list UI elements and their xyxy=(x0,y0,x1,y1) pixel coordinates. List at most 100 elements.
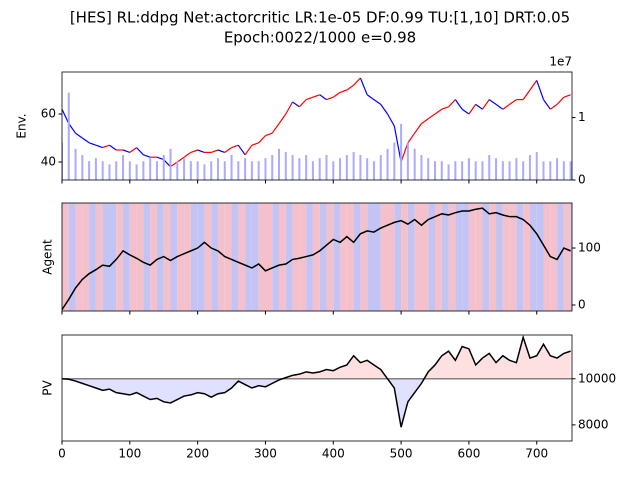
action-band xyxy=(387,203,395,311)
action-band xyxy=(468,203,476,311)
action-band xyxy=(231,203,239,311)
action-band xyxy=(258,203,266,311)
action-band xyxy=(190,203,198,311)
price-segment xyxy=(102,144,110,149)
fill-above xyxy=(282,337,571,379)
fill-below xyxy=(62,378,571,428)
volume-bar xyxy=(569,161,572,180)
x-tick-label: 400 xyxy=(322,447,345,461)
action-band xyxy=(401,203,408,311)
price-segment xyxy=(183,151,192,158)
action-band xyxy=(333,203,341,311)
x-tick-label: 0 xyxy=(58,447,66,461)
price-segment xyxy=(461,108,470,115)
price-segment xyxy=(448,99,456,108)
price-segment xyxy=(326,96,334,101)
action-band xyxy=(502,203,510,311)
price-segment xyxy=(549,103,558,110)
action-band xyxy=(150,203,157,311)
volume-bar xyxy=(101,161,104,180)
price-segment xyxy=(400,142,409,163)
volume-bar xyxy=(122,155,125,180)
volume-bar xyxy=(67,92,70,180)
price-segment xyxy=(81,137,90,144)
volume-bar xyxy=(454,161,457,180)
price-segment xyxy=(298,99,307,108)
action-band xyxy=(448,203,456,311)
volume-bar xyxy=(155,161,158,180)
y-tick-label: 10000 xyxy=(578,371,616,385)
volume-bar xyxy=(108,164,111,180)
y2-offset-label: 1e7 xyxy=(549,55,572,69)
action-band xyxy=(116,203,124,311)
volume-bar xyxy=(345,155,348,180)
price-segment xyxy=(495,103,504,110)
action-band xyxy=(217,203,225,311)
action-band xyxy=(414,203,422,311)
price-segment xyxy=(346,84,354,91)
volume-bar xyxy=(393,142,396,180)
price-segment xyxy=(359,77,368,96)
action-band xyxy=(102,203,110,311)
price-segment xyxy=(170,161,178,168)
volume-bar xyxy=(298,158,301,180)
price-segment xyxy=(271,123,280,134)
action-band xyxy=(367,203,374,311)
action-band xyxy=(95,203,103,311)
action-band xyxy=(543,203,551,311)
volume-bar xyxy=(461,161,464,180)
x-tick-label: 700 xyxy=(525,447,548,461)
volume-bar xyxy=(149,158,152,180)
price-segment xyxy=(339,89,348,93)
volume-bar xyxy=(467,158,470,180)
action-band xyxy=(435,203,442,311)
action-band xyxy=(204,203,212,311)
volume-bar xyxy=(88,161,91,180)
action-band xyxy=(224,203,232,311)
x-tick-label: 200 xyxy=(186,447,209,461)
price-segment xyxy=(563,94,571,98)
volume-bar xyxy=(271,155,274,180)
action-band xyxy=(346,203,354,311)
action-band xyxy=(360,203,368,311)
action-band xyxy=(75,203,83,311)
volume-bar xyxy=(81,155,84,180)
volume-bar xyxy=(556,158,559,180)
action-band xyxy=(570,203,572,311)
price-segment xyxy=(143,154,151,158)
price-segment xyxy=(68,123,77,134)
action-band xyxy=(340,203,347,311)
volume-bar xyxy=(189,161,192,180)
volume-bar xyxy=(359,155,362,180)
volume-bar xyxy=(210,161,213,180)
price-segment xyxy=(122,149,131,153)
price-segment xyxy=(211,149,219,153)
price-segment xyxy=(265,132,273,137)
action-band xyxy=(245,203,252,311)
price-segment xyxy=(258,135,266,144)
action-band xyxy=(373,203,381,311)
volume-bar xyxy=(434,161,437,180)
plot-area xyxy=(62,335,572,428)
volume-bar xyxy=(230,155,233,180)
action-band xyxy=(82,203,90,311)
axes-frame xyxy=(61,334,573,442)
price-segment xyxy=(278,113,287,124)
x-tick-label: 500 xyxy=(390,447,413,461)
x-tick-label: 600 xyxy=(457,447,480,461)
volume-bar xyxy=(481,161,484,180)
action-band xyxy=(265,203,273,311)
volume-bar xyxy=(135,164,138,180)
price-segment xyxy=(197,149,205,153)
volume-bar xyxy=(74,148,77,180)
price-segment xyxy=(380,104,389,115)
price-segment xyxy=(62,108,70,124)
price-segment xyxy=(441,106,449,110)
price-segment xyxy=(387,113,395,127)
action-band xyxy=(529,203,537,311)
axes-frame xyxy=(61,202,573,312)
axes-frame xyxy=(61,71,573,181)
price-segment xyxy=(292,101,300,108)
volume-bar xyxy=(427,158,430,180)
price-segment xyxy=(481,99,490,110)
